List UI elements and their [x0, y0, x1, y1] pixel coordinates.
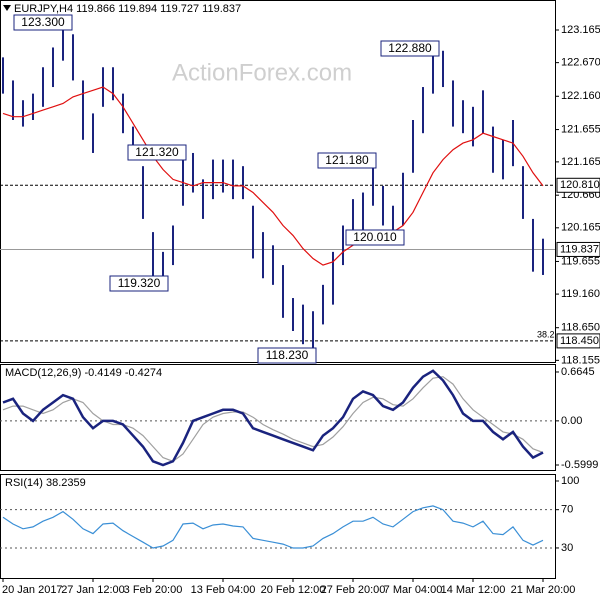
level-label: 120.810 — [560, 179, 600, 191]
y-tick-label: 120.165 — [561, 222, 600, 234]
symbol-triangle — [3, 5, 11, 11]
panel-title: MACD(12,26,9) -0.4149 -0.4274 — [5, 367, 162, 379]
level-label: 119.837 — [560, 243, 599, 255]
level-label-box — [556, 241, 600, 257]
y-tick-label: 30 — [561, 542, 573, 554]
level-label-box — [556, 177, 600, 193]
annotation-label: 121.180 — [325, 153, 369, 167]
x-tick-label: 3 Feb 20:00 — [124, 584, 183, 596]
panel-title: RSI(14) 38.2359 — [5, 477, 86, 489]
y-tick-label: 118.650 — [561, 322, 600, 334]
y-tick-label: 122.160 — [561, 90, 600, 102]
panel-border — [0, 474, 556, 579]
chart-title: EURJPY,H4 119.866 119.894 119.727 119.83… — [14, 3, 241, 15]
annotation-box — [109, 275, 169, 292]
y-tick-label: 119.655 — [561, 255, 600, 267]
y-tick-label: 0.6645 — [561, 366, 595, 378]
y-tick-label: 70 — [561, 504, 573, 516]
x-tick-label: 13 Feb 04:00 — [191, 584, 256, 596]
y-tick-label: 119.160 — [561, 288, 600, 300]
x-tick-label: 27 Feb 20:00 — [321, 584, 386, 596]
y-tick-label: 0.00 — [561, 415, 582, 427]
annotation-label: 118.230 — [266, 348, 309, 362]
y-tick-label: 118.155 — [561, 354, 600, 366]
x-tick-label: 14 Mar 12:00 — [441, 584, 506, 596]
x-tick-label: 21 Mar 20:00 — [511, 584, 576, 596]
annotation-box — [127, 144, 187, 161]
annotation-box — [257, 347, 317, 364]
y-tick-label: 122.670 — [561, 57, 600, 69]
annotation-label: 123.300 — [21, 15, 65, 29]
indicator-line — [2, 505, 544, 549]
y-tick-label: 121.165 — [561, 156, 600, 168]
level-note: 38.2 — [537, 329, 555, 339]
y-tick-label: 100 — [561, 475, 579, 487]
annotation-box — [380, 40, 440, 57]
annotation-label: 120.010 — [353, 230, 397, 244]
x-tick-label: 20 Jan 2017 — [2, 584, 63, 596]
x-tick-label: 27 Jan 12:00 — [61, 584, 125, 596]
y-tick-label: -0.5999 — [561, 459, 598, 471]
indicator-line — [2, 369, 544, 467]
indicator-line — [2, 376, 544, 462]
panel-border — [0, 364, 556, 471]
y-tick-label: 123.165 — [561, 24, 600, 36]
level-label: 118.450 — [560, 335, 599, 347]
watermark: ActionForex.com — [172, 59, 352, 86]
x-tick-label: 7 Mar 04:00 — [384, 584, 443, 596]
annotation-box — [13, 14, 73, 31]
annotation-label: 122.880 — [388, 41, 432, 55]
annotation-box — [317, 152, 377, 169]
y-tick-label: 121.655 — [561, 123, 600, 135]
annotation-label: 121.320 — [135, 145, 179, 159]
annotation-box — [345, 229, 405, 246]
annotation-label: 119.320 — [118, 276, 161, 290]
level-label-box — [556, 333, 600, 349]
moving-average — [2, 86, 544, 266]
x-tick-label: 20 Feb 12:00 — [261, 584, 326, 596]
